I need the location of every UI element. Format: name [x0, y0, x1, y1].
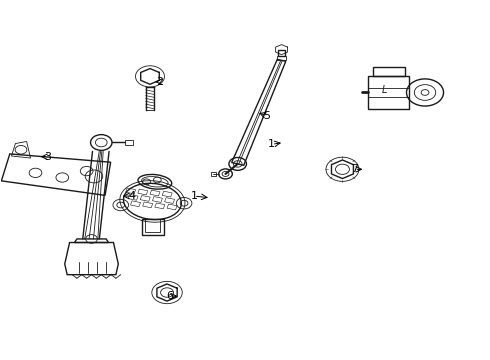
- Bar: [124, 140, 133, 145]
- Bar: [277, 56, 287, 60]
- Bar: [142, 219, 164, 235]
- Bar: [155, 203, 165, 209]
- Bar: [130, 201, 141, 207]
- Text: 3: 3: [44, 152, 51, 162]
- Bar: [138, 189, 148, 195]
- Text: 5: 5: [264, 111, 270, 121]
- Bar: [211, 172, 216, 176]
- Bar: [162, 191, 172, 197]
- Bar: [152, 197, 162, 202]
- Bar: [165, 198, 174, 203]
- Bar: [145, 219, 160, 232]
- Text: 4: 4: [128, 191, 136, 201]
- Bar: [278, 50, 285, 56]
- Bar: [368, 76, 410, 109]
- Bar: [150, 190, 160, 196]
- Bar: [143, 202, 153, 208]
- Bar: [167, 204, 177, 210]
- Text: L: L: [382, 85, 388, 95]
- Bar: [125, 188, 136, 194]
- Text: 7: 7: [351, 164, 358, 174]
- Text: 1: 1: [269, 139, 275, 149]
- Text: 6: 6: [166, 291, 173, 301]
- Bar: [140, 195, 150, 201]
- Text: 2: 2: [156, 77, 163, 87]
- Text: 1: 1: [190, 191, 197, 201]
- Bar: [128, 194, 138, 200]
- Bar: [373, 67, 405, 76]
